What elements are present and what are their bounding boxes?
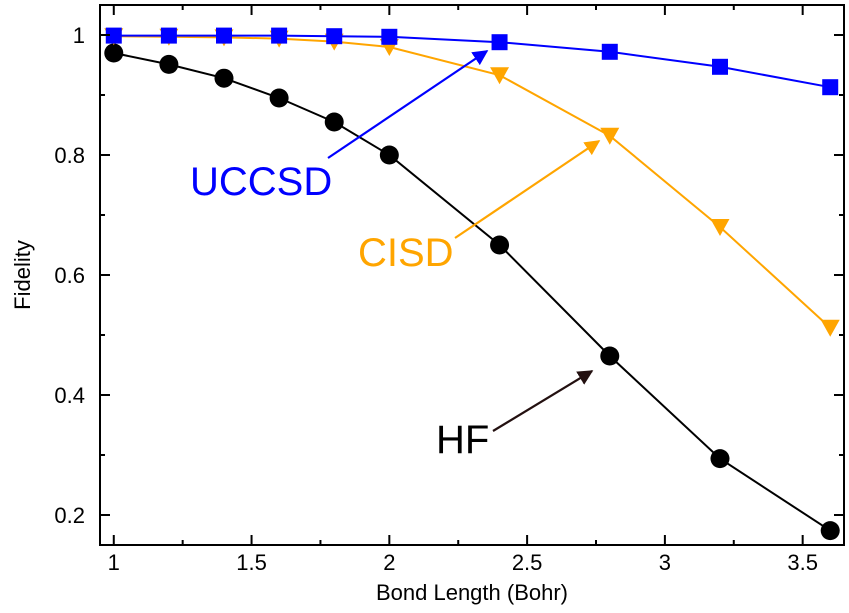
plot-frame: [99, 4, 845, 546]
y-axis-title: Fidelity: [10, 240, 35, 310]
data-point-cisd: [600, 127, 620, 145]
y-tick-label: 0.4: [54, 383, 85, 408]
y-tick-label: 0.8: [54, 143, 85, 168]
data-point-hf: [379, 145, 399, 165]
data-point-uccsd: [160, 27, 177, 44]
annotation-uccsd-label: UCCSD: [190, 160, 332, 204]
x-tick-label: 1.5: [236, 550, 267, 575]
data-point-hf: [710, 449, 730, 469]
y-tick-label: 1: [73, 23, 85, 48]
data-point-uccsd: [105, 27, 122, 44]
data-point-uccsd: [601, 43, 618, 60]
data-point-hf: [820, 521, 840, 541]
series-layer: [104, 27, 840, 541]
data-point-cisd: [490, 67, 510, 85]
data-point-uccsd: [216, 27, 232, 44]
data-point-cisd: [820, 319, 840, 337]
x-tick-label: 2.5: [512, 550, 543, 575]
data-point-uccsd: [712, 58, 728, 75]
x-tick-label: 1: [108, 550, 120, 575]
annotation-uccsd-arrow: [327, 50, 489, 159]
x-tick-label: 3: [659, 550, 671, 575]
annotation-cisd-label: CISD: [358, 231, 454, 275]
y-tick-label: 0.2: [54, 503, 85, 528]
series-line-hf: [113, 52, 831, 532]
y-tick-label: 0.6: [54, 263, 85, 288]
annotation-hf: HF: [436, 370, 594, 462]
data-point-uccsd: [822, 79, 839, 96]
annotation-hf-arrow: [492, 370, 594, 432]
data-point-uccsd: [326, 28, 343, 45]
data-point-uccsd: [491, 34, 508, 51]
data-point-cisd: [710, 219, 730, 236]
annotation-cisd: CISD: [358, 140, 601, 275]
data-point-hf: [600, 346, 620, 366]
data-point-hf: [324, 112, 344, 132]
data-point-hf: [490, 235, 510, 255]
x-tick-label: 2: [383, 550, 395, 575]
data-point-hf: [104, 43, 124, 63]
series-line-uccsd: [113, 34, 831, 89]
annotation-hf-label: HF: [436, 418, 489, 462]
x-axis-title: Bond Length (Bohr): [376, 580, 568, 605]
data-point-hf: [214, 68, 234, 88]
data-point-uccsd: [271, 27, 288, 44]
x-tick-label: 3.5: [787, 550, 818, 575]
data-point-hf: [269, 88, 289, 108]
data-point-hf: [159, 54, 179, 74]
series-line-cisd: [113, 35, 831, 329]
annotation-uccsd: UCCSD: [190, 50, 489, 204]
data-point-uccsd: [381, 28, 398, 45]
annotation-cisd-arrow: [454, 140, 601, 239]
ticks-layer: 1 1.5 2 2.5 3 3.5 0.2 0.4 0.6 0.8 1: [54, 5, 844, 575]
